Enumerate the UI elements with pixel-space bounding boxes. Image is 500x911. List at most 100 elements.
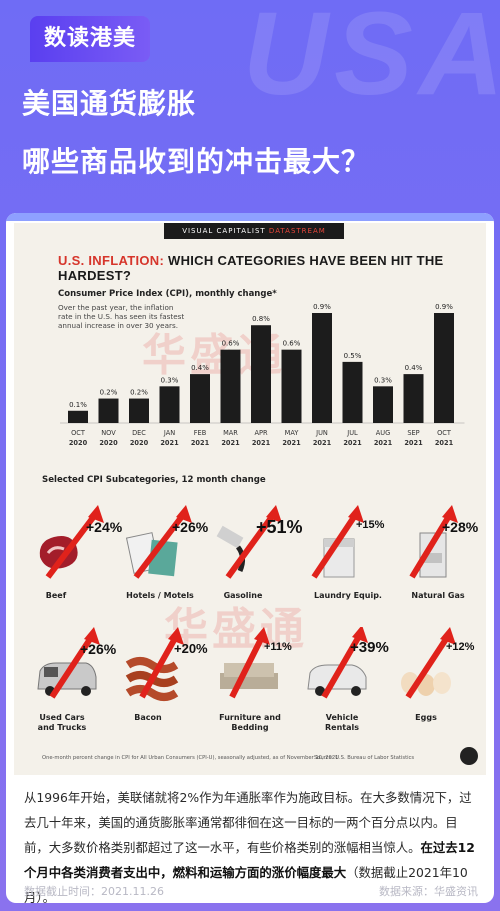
page-title: 美国通货膨胀: [22, 87, 197, 120]
cpi-year-tick-label: 2021: [343, 439, 362, 447]
cpi-bar: [98, 398, 119, 423]
cpi-month-tick-label: OCT: [437, 429, 452, 437]
tile-furniture: +11% Furniture and Bedding: [210, 627, 296, 737]
cpi-bar-value-label: 0.3%: [374, 376, 392, 384]
pct-natural-gas: +28%: [442, 519, 479, 535]
cpi-bar-value-label: 0.9%: [435, 303, 453, 311]
tile-vehicle-rentals: +39% Vehicle Rentals: [300, 627, 389, 737]
label-gasoline: Gasoline: [223, 591, 263, 600]
cpi-month-tick-label: MAR: [223, 429, 238, 437]
cpi-year-tick-label: 2020: [69, 439, 88, 447]
cpi-bar: [312, 313, 332, 423]
pct-gasoline: +51%: [256, 517, 303, 537]
cpi-month-tick-label: JAN: [163, 429, 175, 437]
infographic-source: Source: U.S. Bureau of Labor Statistics: [314, 755, 415, 761]
article-tail-text: （数据截止2021年10月）。: [24, 865, 468, 903]
washing-machine-icon: [311, 505, 364, 579]
data-date: 数据截止时间：2021.11.26: [24, 885, 164, 898]
cpi-bar: [159, 386, 180, 423]
cpi-bar: [403, 374, 424, 423]
article-paragraph: 从1996年开始，美联储就将2%作为年通胀率作为施政目标。在大多数情况下，过去几…: [24, 785, 482, 903]
pct-hotels: +26%: [172, 519, 209, 535]
pct-beef: +24%: [86, 519, 123, 535]
cpi-year-tick-label: 2021: [221, 439, 240, 447]
cpi-year-tick-label: 2021: [435, 439, 454, 447]
label-hotels: Hotels / Motels: [126, 591, 194, 600]
cpi-bar: [220, 349, 241, 423]
cpi-bar-value-label: 0.4%: [405, 364, 423, 372]
label-bacon: Bacon: [134, 713, 162, 722]
content-card: VISUAL CAPITALIST DATASTREAM U.S. INFLAT…: [6, 213, 494, 903]
hotel-icon: [125, 505, 192, 579]
cpi-year-tick-label: 2020: [130, 439, 149, 447]
gas-pump-icon: [216, 505, 282, 579]
cpi-label: Consumer Price Index (CPI), monthly chan…: [58, 289, 277, 299]
cpi-month-tick-label: AUG: [376, 429, 390, 437]
label-used-cars: Used Cars and Trucks: [37, 713, 87, 732]
cpi-bar-value-label: 0.6%: [283, 340, 301, 348]
brand-badge[interactable]: 数读港美: [30, 16, 151, 62]
pct-furniture: +11%: [264, 641, 292, 653]
cpi-bar: [373, 386, 393, 423]
tile-laundry: +15% Laundry Equip.: [300, 505, 386, 615]
cpi-bar-value-label: 0.6%: [222, 340, 240, 348]
band-left-text: VISUAL CAPITALIST: [182, 227, 266, 235]
visual-capitalist-band: VISUAL CAPITALIST DATASTREAM: [164, 223, 344, 239]
label-laundry: Laundry Equip.: [314, 591, 382, 600]
infographic-footnote: One-month percent change in CPI for All …: [42, 755, 339, 761]
article-text: 从1996年开始，美联储就将2%作为年通胀率作为施政目标。在大多数情况下，过去几…: [24, 790, 472, 855]
cpi-month-tick-label: DEC: [132, 429, 146, 437]
cpi-month-tick-label: MAY: [285, 429, 300, 437]
cpi-bar-value-label: 0.4%: [191, 364, 209, 372]
pct-vehicle-rentals: +39%: [350, 639, 389, 656]
cpi-bar: [251, 325, 271, 423]
tile-natural-gas: +28% Natural Gas: [390, 505, 479, 615]
watermark-bottom: 华盛通: [164, 604, 308, 655]
cpi-bar: [342, 361, 363, 423]
cpi-year-tick-label: 2021: [374, 439, 393, 447]
van-icon: [37, 627, 100, 699]
beef-icon: [39, 505, 104, 579]
label-eggs: Eggs: [415, 713, 437, 722]
cpi-year-tick-label: 2021: [160, 439, 179, 447]
cpi-month-tick-label: APR: [254, 429, 267, 437]
cpi-month-tick-label: NOV: [101, 429, 116, 437]
label-beef: Beef: [45, 591, 67, 600]
pct-eggs: +12%: [446, 641, 475, 653]
cpi-year-tick-label: 2021: [252, 439, 271, 447]
pct-used-cars: +26%: [80, 641, 117, 657]
cpi-bar-value-label: 0.3%: [161, 376, 179, 384]
cpi-bar-chart: 0.1% OCT 2020 0.2% NOV 2020 0.2% DEC 2020 0.3% JAN…: [60, 303, 465, 447]
page-subtitle: 哪些商品收到的冲击最大？: [22, 145, 371, 178]
cpi-bar: [434, 313, 454, 423]
cpi-year-tick-label: 2021: [191, 439, 210, 447]
card-top-bar: [6, 213, 494, 221]
cpi-month-tick-label: FEB: [194, 429, 207, 437]
pct-laundry: +15%: [356, 519, 385, 531]
cpi-bar-value-label: 0.8%: [252, 315, 270, 323]
cpi-bar: [68, 410, 88, 423]
usa-watermark: USA: [242, 0, 500, 120]
cpi-month-tick-label: JUL: [346, 429, 358, 437]
pct-bacon: +20%: [174, 641, 208, 656]
gas-heater-icon: [409, 505, 458, 579]
cpi-bar-value-label: 0.9%: [313, 303, 331, 311]
tile-bacon: +20% Bacon: [120, 627, 208, 737]
cpi-month-tick-label: JUN: [315, 429, 328, 437]
article-bold-text: 在过去12个月中各类消费者支出中，燃料和运输方面的涨价幅度最大: [24, 840, 475, 880]
tile-hotels: +26% Hotels / Motels: [120, 505, 209, 615]
cpi-bar-value-label: 0.1%: [69, 401, 87, 409]
title-red-part: U.S. INFLATION:: [58, 253, 165, 268]
tile-eggs: +12% Eggs: [390, 627, 476, 737]
cpi-year-tick-label: 2021: [282, 439, 301, 447]
cpi-bar-value-label: 0.2%: [130, 389, 148, 397]
infographic-title: U.S. INFLATION: WHICH CATEGORIES HAVE BE…: [58, 253, 486, 283]
cpi-year-tick-label: 2021: [313, 439, 332, 447]
data-source: 数据来源：华盛资讯: [379, 885, 478, 898]
cpi-month-tick-label: OCT: [71, 429, 86, 437]
suv-icon: [307, 627, 368, 699]
bacon-icon: [125, 627, 184, 701]
subcategory-title: Selected CPI Subcategories, 12 month cha…: [42, 475, 266, 485]
inflation-infographic[interactable]: VISUAL CAPITALIST DATASTREAM U.S. INFLAT…: [14, 223, 486, 775]
